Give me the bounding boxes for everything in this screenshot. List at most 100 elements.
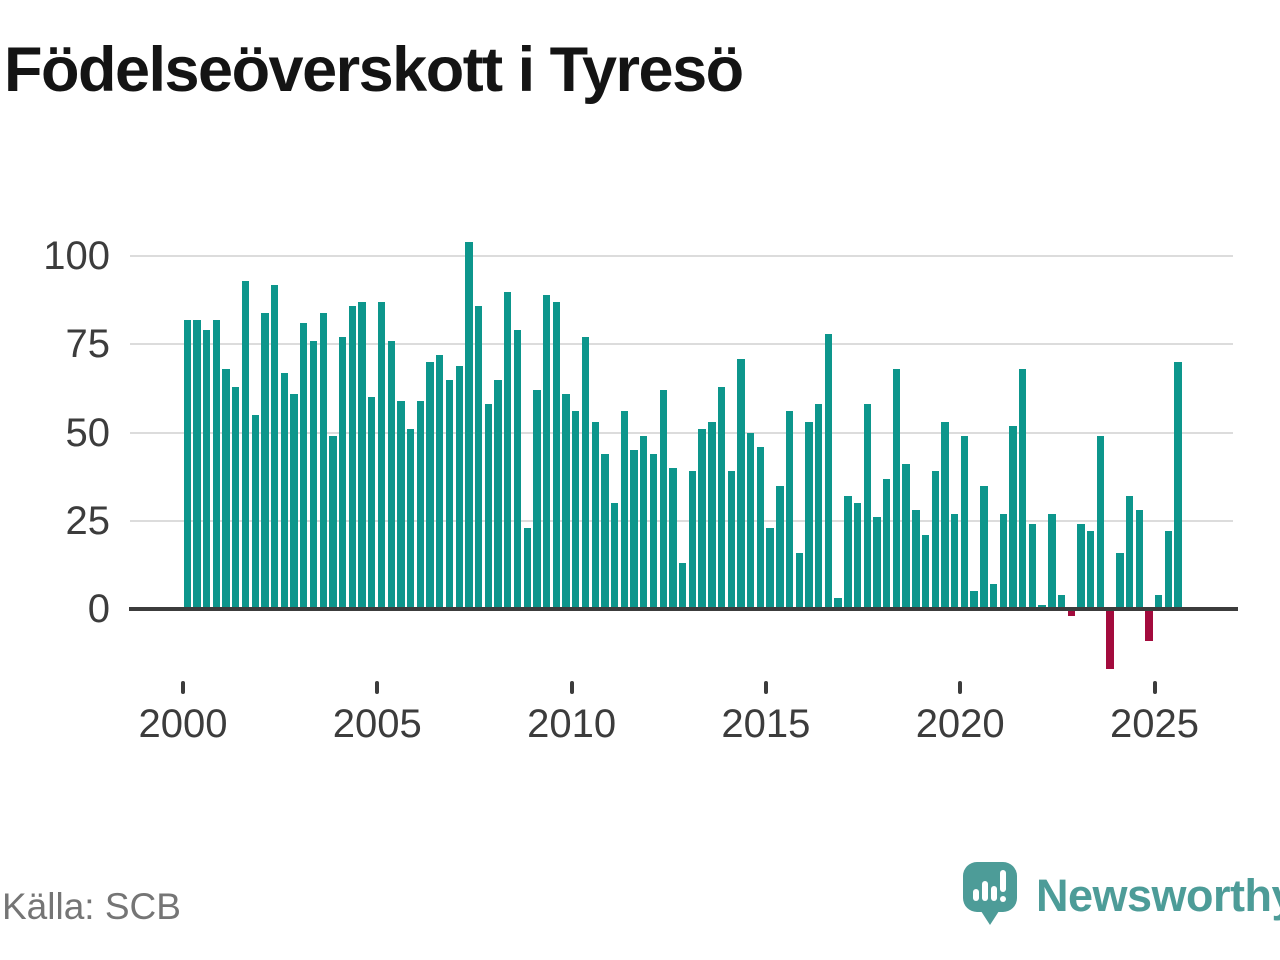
bar [882, 478, 891, 609]
bar [222, 369, 230, 609]
bar [261, 312, 269, 609]
brand-name: Newsworthy [1036, 870, 1280, 921]
bar [1009, 425, 1017, 609]
logo-speech-tail [979, 908, 1001, 925]
bar [232, 386, 240, 609]
bar [212, 319, 221, 609]
bar [251, 415, 259, 609]
bar [1116, 552, 1124, 609]
bar [873, 517, 881, 609]
bar [805, 422, 813, 609]
bar [445, 379, 454, 609]
bar [280, 372, 289, 609]
bar [698, 429, 706, 609]
bar [1067, 609, 1075, 617]
bar [300, 323, 308, 609]
x-axis-tick-label: 2005 [332, 702, 422, 746]
bar [795, 552, 803, 609]
bar [853, 503, 862, 609]
bar [1028, 524, 1037, 609]
x-axis-tick [569, 681, 574, 694]
bar [610, 503, 619, 609]
bar [1077, 524, 1085, 609]
bar [552, 302, 561, 609]
bar [863, 404, 871, 609]
bar [241, 280, 250, 609]
bar [717, 386, 726, 609]
bar [1155, 594, 1163, 609]
bar [1096, 436, 1105, 609]
bar [902, 464, 910, 609]
x-axis-tick-label: 2015 [721, 702, 811, 746]
y-axis-tick-label: 50 [65, 410, 111, 455]
bar [727, 471, 735, 609]
bar [776, 485, 784, 609]
bar [814, 404, 823, 609]
gridline [130, 343, 1233, 346]
bar [504, 291, 512, 609]
y-axis-tick-label: 100 [43, 234, 110, 279]
bar [572, 411, 580, 609]
bar [746, 432, 755, 609]
gridline [130, 255, 1233, 258]
bar [474, 305, 483, 609]
bar [436, 355, 444, 609]
gridline [130, 431, 1233, 434]
bar [387, 340, 395, 609]
bar [785, 411, 794, 609]
logo-mini-bar-icon [973, 889, 979, 901]
bar [329, 436, 337, 609]
bar [999, 513, 1007, 609]
bar [921, 534, 930, 609]
bar [338, 337, 347, 609]
bar [941, 422, 949, 609]
x-axis-tick-label: 2020 [915, 702, 1005, 746]
x-axis-tick-label: 2010 [527, 702, 617, 746]
bar [494, 379, 502, 609]
logo-mini-bar-icon [982, 881, 988, 901]
bar [358, 302, 366, 609]
bar [912, 510, 920, 609]
x-axis-line [129, 607, 1238, 611]
x-axis-tick [1152, 681, 1157, 694]
bar [348, 305, 357, 609]
bar [659, 390, 667, 609]
bar [416, 400, 425, 609]
bar [960, 436, 969, 609]
x-axis-tick [763, 681, 768, 694]
bar [484, 404, 493, 609]
bar [1135, 510, 1143, 609]
bar [766, 527, 774, 609]
bar [970, 591, 978, 609]
x-axis-tick-label: 2025 [1110, 702, 1199, 746]
bar [601, 453, 609, 609]
bar [562, 393, 570, 609]
bar [892, 369, 901, 609]
bar [290, 393, 298, 609]
bar [669, 467, 677, 609]
bar [1018, 369, 1027, 609]
y-axis-tick-label: 25 [65, 498, 111, 543]
bar [319, 312, 327, 609]
bar [406, 429, 415, 609]
bar [620, 411, 629, 609]
bar [533, 390, 541, 609]
bar [523, 527, 531, 609]
bar [1057, 594, 1066, 609]
bar [1048, 513, 1056, 609]
bar [1164, 531, 1173, 609]
bar [1125, 496, 1134, 609]
bar [834, 598, 842, 609]
bar [581, 337, 590, 609]
logo-mini-bar-icon [991, 886, 997, 901]
bar [1086, 531, 1095, 609]
x-axis-tick [181, 681, 185, 694]
bar [202, 330, 211, 609]
bar [1145, 609, 1153, 641]
bar [183, 319, 191, 609]
bar [649, 453, 658, 609]
bar [1174, 362, 1182, 609]
bar [542, 295, 551, 609]
bar [989, 584, 998, 609]
